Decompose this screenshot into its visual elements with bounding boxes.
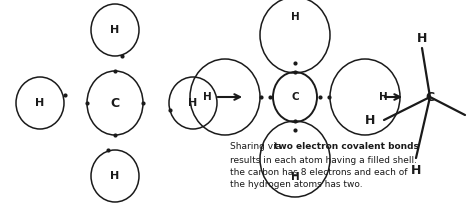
Text: H: H	[110, 25, 119, 35]
Text: H: H	[291, 12, 300, 22]
Text: Sharing via: Sharing via	[230, 142, 284, 151]
Text: two electron covalent bonds: two electron covalent bonds	[274, 142, 419, 151]
Text: H: H	[411, 164, 421, 177]
Text: H: H	[365, 114, 375, 126]
Text: H: H	[379, 92, 387, 102]
Text: the carbon has 8 electrons and each of: the carbon has 8 electrons and each of	[230, 168, 408, 177]
Text: C: C	[426, 90, 435, 103]
Text: H: H	[417, 32, 427, 44]
Text: C: C	[110, 96, 119, 110]
Text: H: H	[202, 92, 211, 102]
Text: H: H	[36, 98, 45, 108]
Text: results in each atom having a filled shell:: results in each atom having a filled she…	[230, 156, 417, 165]
Text: the hydrogen atoms has two.: the hydrogen atoms has two.	[230, 180, 363, 189]
Text: H: H	[188, 98, 198, 108]
Text: C: C	[291, 92, 299, 102]
Text: H: H	[110, 171, 119, 181]
Text: H: H	[291, 172, 300, 182]
